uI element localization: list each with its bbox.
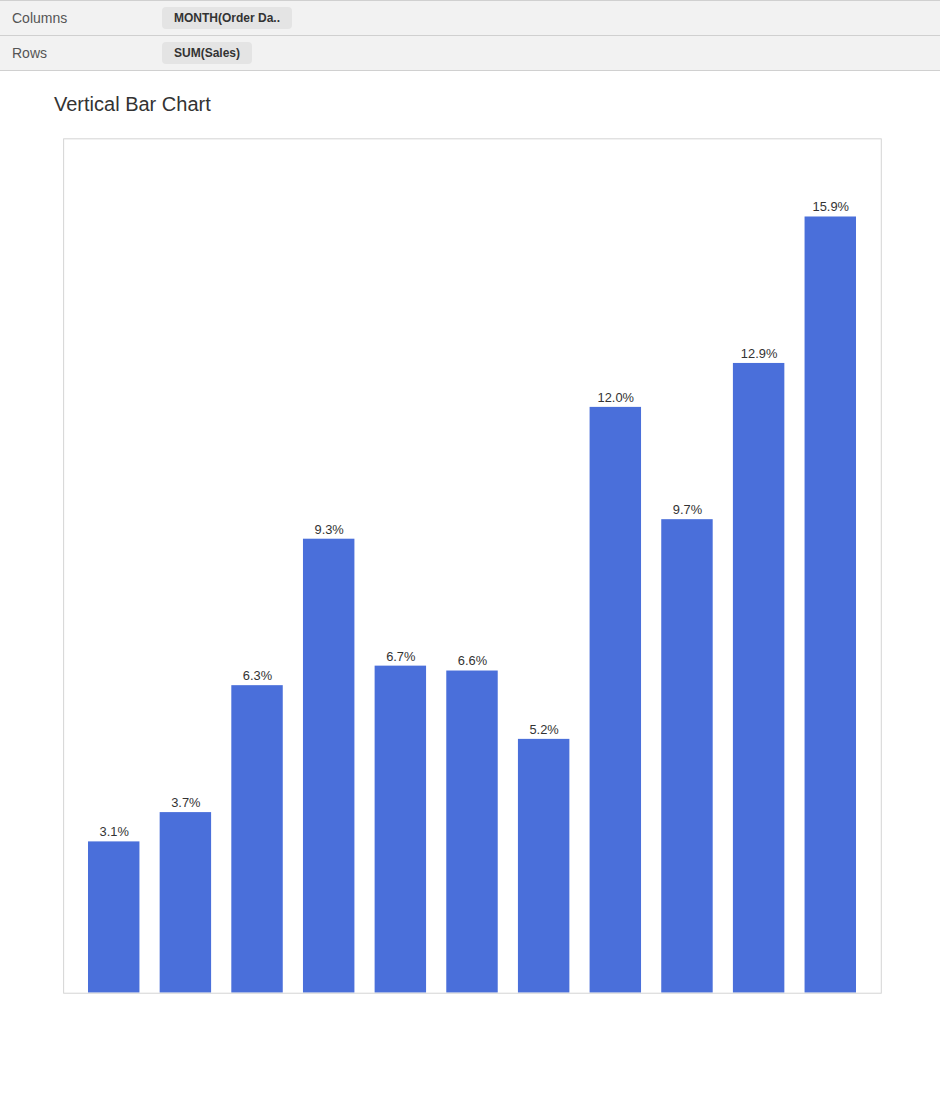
svg-text:12.9%: 12.9% bbox=[741, 346, 777, 361]
svg-text:15.9%: 15.9% bbox=[813, 199, 849, 214]
html-text:SUM(Sales): SUM(Sales) bbox=[174, 46, 240, 60]
svg-text:3.7%: 3.7% bbox=[171, 795, 200, 810]
svg-text:12.0%: 12.0% bbox=[598, 390, 634, 405]
html-text:Vertical Bar Chart: Vertical Bar Chart bbox=[54, 93, 211, 115]
svg-text:6.7%: 6.7% bbox=[386, 649, 415, 664]
html-text:Rows: Rows bbox=[12, 45, 47, 61]
svg-text:6.3%: 6.3% bbox=[243, 668, 272, 683]
svg-text:3.1%: 3.1% bbox=[100, 824, 129, 839]
svg-text:9.7%: 9.7% bbox=[673, 502, 702, 517]
html-text:Columns: Columns bbox=[12, 10, 68, 26]
html-text:MONTH(Order Da..: MONTH(Order Da.. bbox=[174, 11, 280, 25]
svg-text:5.2%: 5.2% bbox=[529, 722, 558, 737]
svg-text:9.3%: 9.3% bbox=[314, 522, 343, 537]
svg-text:6.6%: 6.6% bbox=[458, 653, 487, 668]
